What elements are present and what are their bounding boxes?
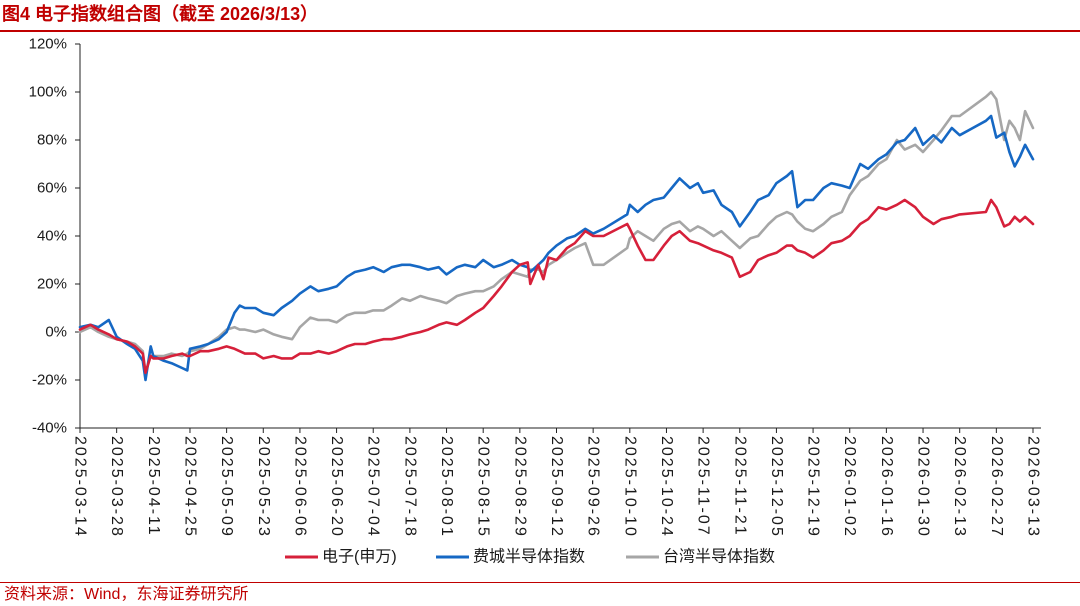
x-tick-label: 2025-09-12 [548,436,565,538]
x-tick-label: 2025-09-26 [585,436,602,538]
x-tick-label: 2026-01-30 [915,436,932,538]
y-tick-label: 0% [45,324,67,341]
legend-item: 台湾半导体指数 [626,548,775,566]
series-group [78,90,1035,382]
y-tick-label: -40% [32,420,67,437]
legend-label: 电子(申万) [322,548,397,566]
x-tick-label: 2025-06-06 [291,436,308,538]
title-rule [0,30,1080,32]
y-tick-label: 120% [29,36,67,53]
x-axis: 2025-03-14 2025-03-28 2025-04-11 2025-04-25… [72,428,1042,538]
x-tick-label: 2026-02-13 [951,436,968,538]
y-axis: 120% 100% 80% 60% 40% 20% 0% -20% -40% [29,36,80,437]
x-tick-label: 2025-12-19 [805,436,822,538]
x-tick-label: 2025-05-23 [255,436,272,538]
y-tick-label: 40% [37,228,67,245]
x-tick-label: 2025-03-28 [108,436,125,538]
x-tick-label: 2025-10-10 [621,436,638,538]
y-tick-label: 100% [29,84,67,101]
axes: 120% 100% 80% 60% 40% 20% 0% -20% -40% 2025-03-14… [29,36,1042,538]
source-note: 资料来源：Wind，东海证券研究所 [4,586,249,603]
x-tick-label: 2026-03-13 [1025,436,1042,538]
figure-title: 图4 电子指数组合图（截至 2026/3/13） [2,4,319,24]
x-tick-label: 2025-05-09 [218,436,235,538]
x-tick-label: 2025-08-15 [475,436,492,538]
x-tick-label: 2025-07-04 [365,436,382,538]
x-tick-label: 2025-12-05 [768,436,785,538]
legend-label: 台湾半导体指数 [663,548,775,566]
x-tick-label: 2025-04-25 [181,436,198,538]
series-line-philadelphia-semiconductor [78,114,1035,382]
x-tick-label: 2025-11-21 [731,436,748,537]
x-tick-label: 2025-03-14 [72,436,89,538]
line-chart: 120% 100% 80% 60% 40% 20% 0% -20% -40% 2025-03-14… [29,36,1042,566]
y-tick-label: 20% [37,276,67,293]
x-tick-label: 2025-10-24 [658,436,675,538]
legend-item: 电子(申万) [285,548,397,566]
legend: 电子(申万) 费城半导体指数 台湾半导体指数 [285,548,775,566]
source-rule [0,582,1080,583]
x-tick-label: 2026-02-27 [988,436,1005,538]
series-line-electronics-sw [78,198,1035,375]
x-tick-label: 2026-01-16 [878,436,895,538]
legend-label: 费城半导体指数 [473,548,585,566]
x-tick-label: 2025-04-11 [145,436,162,537]
y-tick-label: -20% [32,372,67,389]
y-tick-label: 60% [37,180,67,197]
y-tick-label: 80% [37,132,67,149]
x-tick-label: 2025-08-29 [511,436,528,538]
series-line-taiwan-semiconductor [78,90,1035,375]
x-tick-label: 2025-11-07 [695,436,712,537]
x-tick-label: 2025-07-18 [401,436,418,538]
x-tick-label: 2025-06-20 [328,436,345,538]
x-tick-label: 2025-08-01 [438,436,455,538]
x-tick-label: 2026-01-02 [841,436,858,538]
legend-item: 费城半导体指数 [436,548,585,566]
